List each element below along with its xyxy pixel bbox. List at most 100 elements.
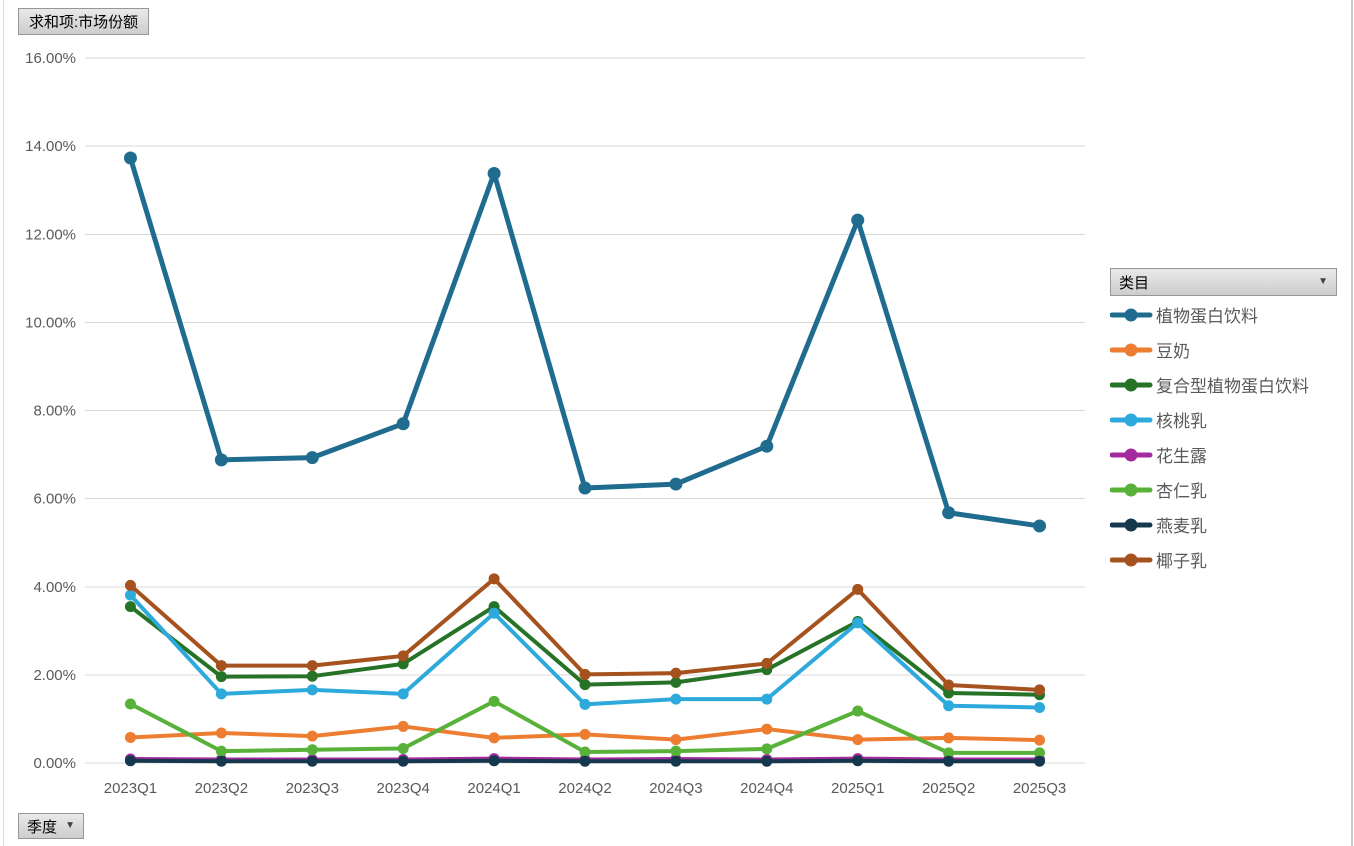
- x-axis-tick-label: 2023Q1: [104, 780, 157, 797]
- x-axis-tick-label: 2025Q2: [922, 780, 975, 797]
- y-axis-tick-label: 8.00%: [33, 403, 76, 420]
- legend-item: 植物蛋白饮料: [1110, 297, 1350, 332]
- x-axis-tick-label: 2024Q3: [649, 780, 702, 797]
- data-point: [852, 705, 864, 717]
- legend-item: 豆奶: [1110, 332, 1350, 367]
- legend-item: 椰子乳: [1110, 542, 1350, 577]
- data-point: [306, 660, 318, 672]
- chevron-down-icon: ▼: [1318, 276, 1328, 287]
- legend-item-label: 核桃乳: [1156, 412, 1207, 431]
- data-point: [305, 451, 319, 465]
- data-point: [397, 650, 409, 662]
- data-point: [488, 573, 500, 585]
- legend-item: 复合型植物蛋白饮料: [1110, 367, 1350, 402]
- series-line-植物蛋白饮料: [127, 155, 1043, 529]
- data-point: [1034, 747, 1046, 759]
- legend-item-label: 燕麦乳: [1156, 517, 1207, 536]
- data-point: [579, 728, 591, 740]
- data-point: [123, 151, 137, 165]
- data-point: [488, 607, 500, 619]
- data-point: [761, 657, 773, 669]
- data-point: [1034, 734, 1046, 746]
- value-field-button[interactable]: 求和项:市场份额: [18, 8, 150, 35]
- data-point: [670, 755, 682, 767]
- data-point: [760, 439, 774, 453]
- data-point: [488, 695, 500, 707]
- data-point: [215, 660, 227, 672]
- y-axis-tick-label: 14.00%: [25, 138, 76, 155]
- data-point: [306, 670, 318, 682]
- data-point: [306, 755, 318, 767]
- legend-field-button[interactable]: 类目 ▼: [1110, 268, 1337, 296]
- data-point: [578, 481, 592, 495]
- data-point: [852, 755, 864, 767]
- data-point: [1034, 755, 1046, 767]
- y-axis-tick-label: 2.00%: [33, 667, 76, 684]
- data-point: [670, 693, 682, 705]
- data-point: [124, 589, 136, 601]
- data-point: [397, 688, 409, 700]
- legend-item-label: 花生露: [1156, 447, 1207, 466]
- data-point: [943, 755, 955, 767]
- data-point: [124, 698, 136, 710]
- x-axis-tick-label: 2023Q2: [195, 780, 248, 797]
- y-axis-tick-label: 0.00%: [33, 755, 76, 772]
- axis-field-button[interactable]: 季度 ▼: [18, 813, 84, 839]
- data-point: [215, 671, 227, 683]
- data-point: [669, 477, 683, 491]
- data-point: [852, 583, 864, 595]
- pane-border-left: [3, 0, 4, 846]
- data-point: [488, 732, 500, 744]
- data-point: [397, 755, 409, 767]
- data-point: [670, 676, 682, 688]
- series-line-核桃乳: [128, 593, 1042, 710]
- legend-item-label: 椰子乳: [1156, 552, 1207, 571]
- legend-marker-icon: [1110, 343, 1153, 356]
- data-point: [579, 746, 591, 758]
- data-point: [306, 744, 318, 756]
- legend-marker-icon: [1110, 518, 1153, 531]
- legend-item: 燕麦乳: [1110, 507, 1350, 542]
- legend-marker-icon: [1110, 378, 1153, 391]
- data-point: [215, 755, 227, 767]
- data-point: [852, 734, 864, 746]
- data-point: [943, 747, 955, 759]
- data-point: [1033, 519, 1047, 533]
- data-point: [670, 745, 682, 757]
- legend-item: 杏仁乳: [1110, 472, 1350, 507]
- data-point: [488, 755, 500, 767]
- data-point: [397, 742, 409, 754]
- data-point: [943, 679, 955, 691]
- data-point: [942, 506, 956, 520]
- x-axis-tick-label: 2023Q3: [286, 780, 339, 797]
- data-point: [761, 743, 773, 755]
- legend-marker-icon: [1110, 483, 1153, 496]
- data-point: [1034, 684, 1046, 696]
- x-axis-tick-label: 2025Q1: [831, 780, 884, 797]
- data-point: [761, 755, 773, 767]
- x-axis-tick-label: 2025Q3: [1013, 780, 1066, 797]
- data-point: [579, 679, 591, 691]
- data-point: [943, 732, 955, 744]
- x-axis-tick-label: 2024Q1: [467, 780, 520, 797]
- data-point: [852, 617, 864, 629]
- data-point: [306, 684, 318, 696]
- legend-item-label: 复合型植物蛋白饮料: [1156, 377, 1309, 396]
- legend-items: 植物蛋白饮料豆奶复合型植物蛋白饮料 核桃乳花生露杏仁乳燕麦乳椰子乳: [1110, 297, 1350, 577]
- chevron-down-icon: ▼: [65, 820, 75, 831]
- data-point: [487, 166, 501, 180]
- data-point: [579, 668, 591, 680]
- legend-marker-icon: [1110, 413, 1153, 426]
- legend-item-label: 豆奶: [1156, 342, 1190, 361]
- data-point: [943, 700, 955, 712]
- data-point: [215, 727, 227, 739]
- data-point: [397, 658, 409, 670]
- data-point: [670, 667, 682, 679]
- legend-item-label: 杏仁乳: [1156, 482, 1207, 501]
- pane-border-right: [1351, 0, 1353, 846]
- data-point: [215, 688, 227, 700]
- legend-marker-icon: [1110, 553, 1153, 566]
- legend-item: 核桃乳: [1110, 402, 1350, 437]
- data-point: [124, 601, 136, 613]
